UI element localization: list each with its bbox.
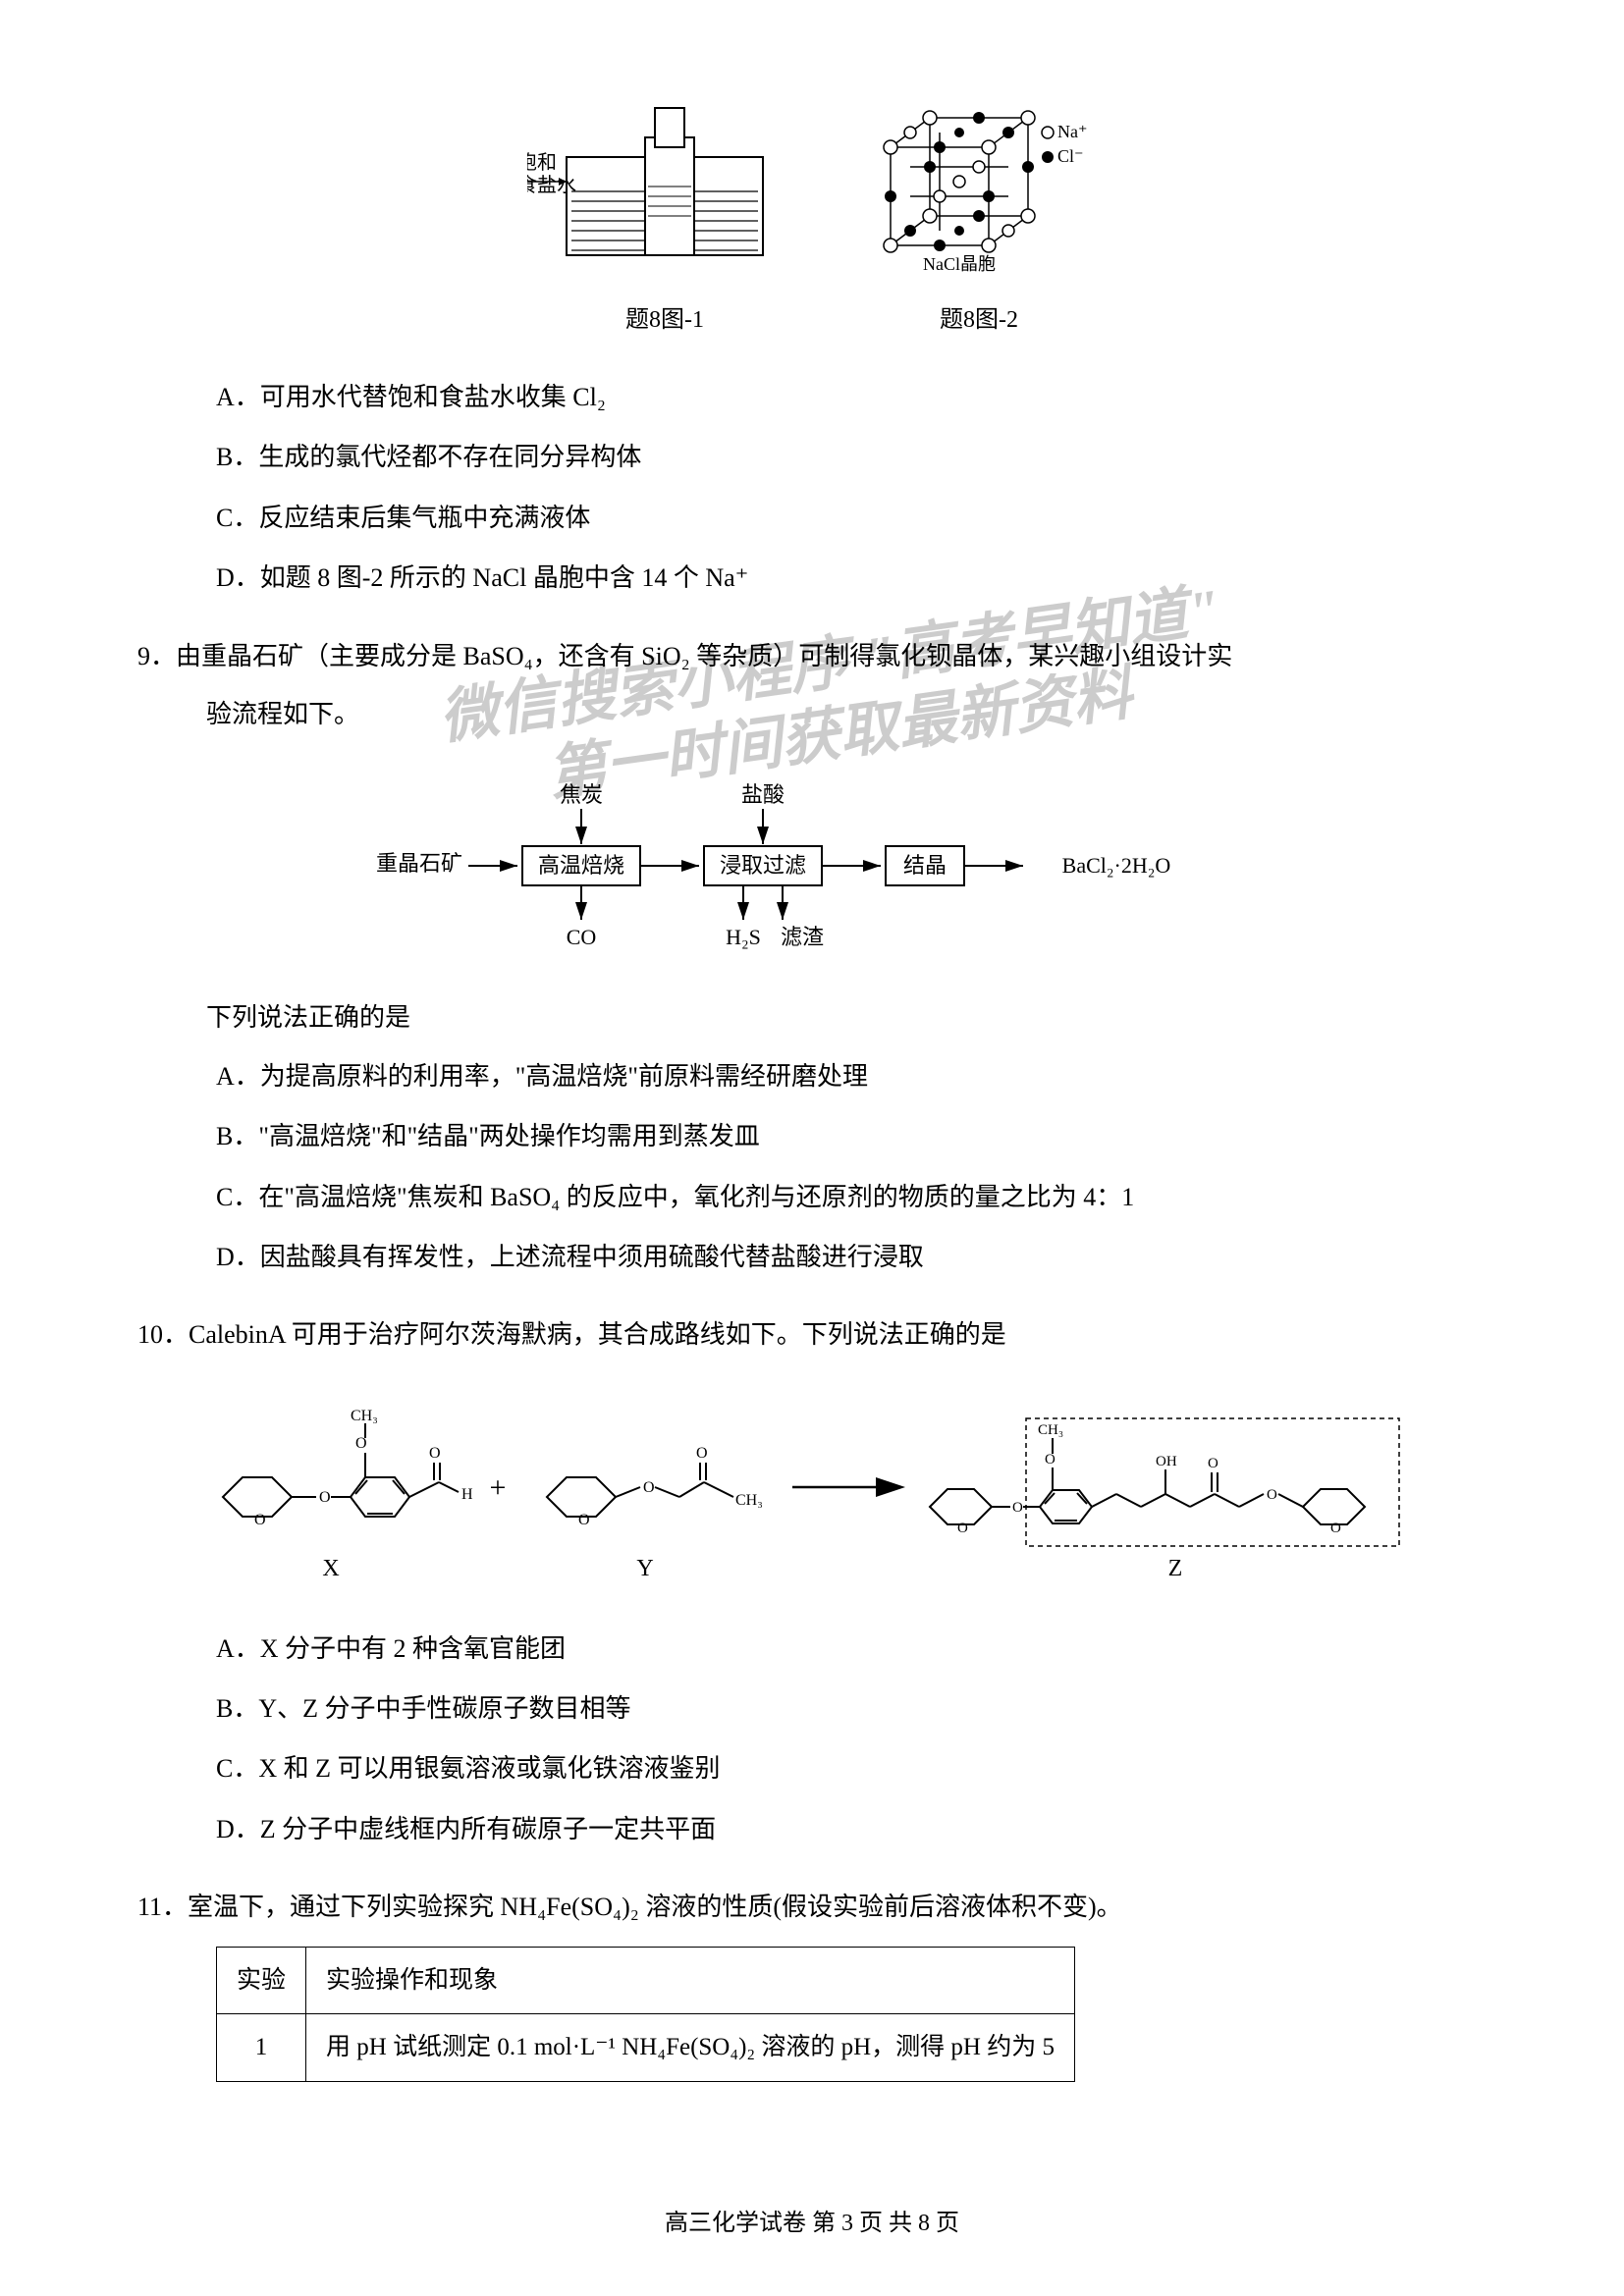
q10: 10．CalebinA 可用于治疗阿尔茨海默病，其合成路线如下。下列说法正确的是… — [137, 1310, 1487, 1853]
th-col2: 实验操作和现象 — [306, 1947, 1075, 2014]
table-row: 1 用 pH 试纸测定 0.1 mol·L⁻¹ NH₄Fe(SO₄)₂ 溶液的 … — [217, 2014, 1075, 2082]
flow-out3: 滤渣 — [781, 925, 824, 949]
q9-option-d: D．因盐酸具有挥发性，上述流程中须用硫酸代替盐酸进行浸取 — [216, 1233, 1487, 1281]
q10-options: A．X 分子中有 2 种含氧官能团 B．Y、Z 分子中手性碳原子数目相等 C．X… — [216, 1625, 1487, 1854]
flow-box3: 结晶 — [903, 853, 947, 878]
q9-stem: 9．由重晶石矿（主要成分是 BaSO₄，还含有 SiO₂ 等杂质）可制得氯化钡晶… — [177, 632, 1487, 680]
table-header-row: 实验 实验操作和现象 — [217, 1947, 1075, 2014]
q10-option-d: D．Z 分子中虚线框内所有碳原子一定共平面 — [216, 1805, 1487, 1853]
flow-product: BaCl₂·2H₂O — [1062, 853, 1171, 878]
q10-option-b: B．Y、Z 分子中手性碳原子数目相等 — [216, 1684, 1487, 1733]
q9-lead: 下列说法正确的是 — [206, 993, 1487, 1041]
svg-text:O: O — [319, 1489, 331, 1506]
q10-structures: O O O CH₃ — [137, 1379, 1487, 1605]
svg-text:O: O — [578, 1512, 590, 1528]
flow-out1: CO — [567, 925, 597, 949]
svg-text:O: O — [1208, 1456, 1218, 1471]
plus-sign: + — [490, 1471, 507, 1504]
q9-flowchart: 重晶石矿 高温焙烧 焦炭 CO 浸取过滤 盐酸 — [137, 768, 1487, 964]
svg-text:O: O — [429, 1445, 441, 1462]
q8-options: A．可用水代替饱和食盐水收集 Cl₂ B．生成的氯代烃都不存在同分异构体 C．反… — [216, 373, 1487, 603]
svg-text:CH₃: CH₃ — [351, 1408, 378, 1424]
label-z: Z — [1168, 1556, 1183, 1581]
q8-figures: 饱和 食盐水 题8图-1 — [137, 98, 1487, 344]
td-r1c1: 1 — [217, 2014, 306, 2082]
svg-text:O: O — [254, 1512, 266, 1528]
q9-option-c: C．在"高温焙烧"焦炭和 BaSO₄ 的反应中，氧化剂与还原剂的物质的量之比为 … — [216, 1173, 1487, 1221]
fig1-caption: 题8图-1 — [527, 298, 802, 344]
fig1-label-2: 食盐水 — [527, 174, 576, 196]
svg-text:O: O — [1267, 1487, 1277, 1503]
svg-text:O: O — [1012, 1500, 1023, 1516]
fig2-sublabel: NaCl晶胞 — [923, 254, 996, 274]
q9-option-b: B．"高温焙烧"和"结晶"两处操作均需用到蒸发皿 — [216, 1112, 1487, 1160]
legend-na: Na⁺ — [1057, 122, 1088, 141]
q8-option-b: B．生成的氯代烃都不存在同分异构体 — [216, 433, 1487, 481]
q9: 9．由重晶石矿（主要成分是 BaSO₄，还含有 SiO₂ 等杂质）可制得氯化钡晶… — [137, 632, 1487, 1282]
fig1-label-1: 饱和 — [527, 151, 557, 174]
page-footer: 高三化学试卷 第 3 页 共 8 页 — [0, 2203, 1624, 2237]
td-r1c2: 用 pH 试纸测定 0.1 mol·L⁻¹ NH₄Fe(SO₄)₂ 溶液的 pH… — [306, 2014, 1075, 2082]
q8-option-d: D．如题 8 图-2 所示的 NaCl 晶胞中含 14 个 Na⁺ — [216, 554, 1487, 602]
svg-text:CH₃: CH₃ — [735, 1492, 763, 1509]
svg-text:H: H — [461, 1486, 473, 1503]
flow-out2: H₂S — [726, 925, 761, 949]
q8-option-c: C．反应结束后集气瓶中充满液体 — [216, 494, 1487, 542]
q10-option-c: C．X 和 Z 可以用银氨溶液或氯化铁溶液鉴别 — [216, 1744, 1487, 1792]
fig2-caption: 题8图-2 — [861, 298, 1097, 344]
legend-cl: Cl⁻ — [1057, 146, 1084, 166]
q11-stem: 11．室温下，通过下列实验探究 NH₄Fe(SO₄)₂ 溶液的性质(假设实验前后… — [177, 1883, 1487, 1931]
q10-stem: 10．CalebinA 可用于治疗阿尔茨海默病，其合成路线如下。下列说法正确的是 — [177, 1310, 1487, 1359]
q9-stem2: 验流程如下。 — [206, 690, 1487, 738]
flow-box2: 浸取过滤 — [720, 853, 806, 878]
svg-text:OH: OH — [1156, 1454, 1177, 1469]
svg-text:O: O — [1330, 1521, 1341, 1536]
page-content: 饱和 食盐水 题8图-1 — [137, 98, 1487, 2082]
svg-text:O: O — [643, 1479, 655, 1496]
q8-option-a: A．可用水代替饱和食盐水收集 Cl₂ — [216, 373, 1487, 421]
flow-input: 重晶石矿 — [376, 851, 462, 876]
svg-text:O: O — [957, 1521, 968, 1536]
q11: 11．室温下，通过下列实验探究 NH₄Fe(SO₄)₂ 溶液的性质(假设实验前后… — [137, 1883, 1487, 2081]
beaker-diagram: 饱和 食盐水 — [527, 98, 802, 275]
flow-top2: 盐酸 — [741, 782, 785, 807]
fig-8-1: 饱和 食盐水 题8图-1 — [527, 98, 802, 344]
label-y: Y — [636, 1556, 653, 1581]
q11-table: 实验 实验操作和现象 1 用 pH 试纸测定 0.1 mol·L⁻¹ NH₄Fe… — [216, 1947, 1075, 2082]
svg-text:O: O — [696, 1445, 708, 1462]
q9-option-a: A．为提高原料的利用率，"高温焙烧"前原料需经研磨处理 — [216, 1052, 1487, 1100]
label-x: X — [322, 1556, 339, 1581]
footer-text: 高三化学试卷 第 3 页 共 8 页 — [665, 2211, 959, 2236]
svg-text:CH₃: CH₃ — [1038, 1422, 1063, 1438]
q10-option-a: A．X 分子中有 2 种含氧官能团 — [216, 1625, 1487, 1673]
flow-top1: 焦炭 — [560, 782, 603, 807]
fig-8-2: Na⁺ Cl⁻ NaCl晶胞 题8图-2 — [861, 98, 1097, 344]
th-col1: 实验 — [217, 1947, 306, 2014]
flow-box1: 高温焙烧 — [538, 853, 624, 878]
svg-text:O: O — [1045, 1452, 1056, 1468]
crystal-diagram: Na⁺ Cl⁻ NaCl晶胞 — [861, 98, 1097, 275]
q9-options: A．为提高原料的利用率，"高温焙烧"前原料需经研磨处理 B．"高温焙烧"和"结晶… — [216, 1052, 1487, 1282]
